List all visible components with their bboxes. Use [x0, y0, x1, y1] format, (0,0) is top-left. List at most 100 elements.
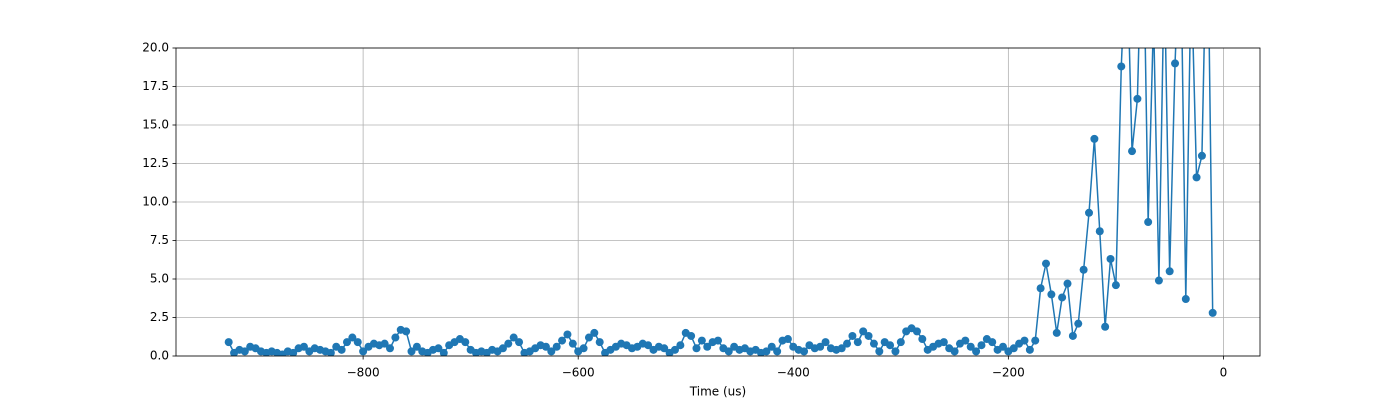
data-point	[386, 344, 395, 353]
data-point	[289, 348, 298, 356]
x-tick-label: −400	[777, 366, 810, 380]
data-point	[687, 331, 696, 340]
data-point	[950, 347, 959, 356]
data-point	[912, 327, 921, 336]
y-tick-label: 7.5	[150, 233, 169, 247]
data-point	[359, 347, 368, 356]
data-point	[515, 338, 524, 347]
data-point	[1063, 279, 1072, 288]
data-point	[875, 347, 884, 356]
data-point	[1128, 147, 1137, 156]
y-tick-label: 15.0	[142, 118, 169, 132]
data-point	[380, 339, 389, 348]
data-point	[224, 338, 233, 347]
data-point	[584, 333, 593, 342]
data-point	[886, 341, 895, 350]
x-tick-label: −800	[347, 366, 380, 380]
data-point	[541, 342, 550, 351]
data-point	[869, 339, 878, 348]
data-point	[1085, 208, 1094, 217]
y-tick-label: 17.5	[142, 79, 169, 93]
data-point	[1171, 59, 1180, 68]
data-point	[1074, 319, 1083, 328]
data-point	[966, 342, 975, 351]
data-point	[568, 339, 577, 348]
x-tick-label: 0	[1220, 366, 1228, 380]
data-point	[864, 331, 873, 340]
data-point	[1111, 281, 1120, 290]
data-point	[692, 344, 701, 353]
data-point	[714, 336, 722, 345]
data-point	[1208, 308, 1217, 317]
data-point	[391, 333, 400, 342]
data-point	[660, 344, 669, 353]
data-point	[891, 347, 900, 356]
x-tick-label: −600	[562, 366, 595, 380]
data-line	[228, 48, 1214, 356]
data-point	[1036, 284, 1045, 293]
data-point	[498, 344, 507, 353]
data-point	[821, 338, 830, 347]
data-point	[590, 328, 599, 337]
data-point	[977, 341, 986, 350]
data-point	[558, 336, 567, 345]
y-tick-label: 10.0	[142, 195, 169, 209]
y-tick-label: 2.5	[150, 310, 169, 324]
data-point	[859, 327, 868, 336]
data-point	[1079, 265, 1088, 274]
data-point	[1095, 227, 1104, 236]
data-point	[1047, 290, 1056, 299]
data-point	[402, 327, 411, 336]
data-point	[848, 331, 857, 340]
data-point	[697, 336, 706, 345]
data-point	[1197, 151, 1206, 160]
data-point	[1009, 344, 1018, 353]
data-point	[1020, 336, 1029, 345]
data-point	[1090, 134, 1099, 143]
data-point	[1150, 13, 1158, 21]
data-point	[326, 348, 335, 356]
data-point	[1101, 322, 1110, 331]
data-point	[342, 338, 351, 347]
data-point	[670, 345, 679, 354]
data-point	[240, 347, 249, 356]
plot-area	[224, 13, 1217, 356]
data-point	[762, 347, 771, 356]
data-point	[918, 335, 927, 344]
data-point	[703, 342, 712, 351]
data-point	[972, 347, 981, 356]
data-point	[998, 342, 1007, 351]
data-point	[939, 338, 948, 347]
data-point	[1154, 276, 1163, 285]
y-tick-label: 5.0	[150, 272, 169, 286]
data-point	[579, 344, 588, 353]
data-point	[783, 335, 792, 344]
data-point	[595, 338, 604, 347]
y-tick-label: 0.0	[150, 349, 169, 363]
x-tick-label: −200	[992, 366, 1025, 380]
data-point	[1068, 331, 1077, 340]
data-point	[509, 333, 518, 342]
data-point	[1192, 173, 1201, 182]
data-point	[1117, 62, 1126, 71]
data-point	[1052, 328, 1061, 337]
y-tick-label: 20.0	[142, 41, 169, 55]
data-point	[853, 338, 862, 347]
data-point	[724, 347, 733, 356]
data-point	[1058, 293, 1067, 302]
data-point	[461, 338, 470, 347]
data-point	[1181, 295, 1190, 304]
data-point	[1025, 345, 1034, 354]
data-point	[773, 347, 782, 356]
data-point	[1165, 267, 1174, 276]
x-axis-label: Time (us)	[689, 385, 746, 399]
data-point	[547, 347, 556, 356]
data-point	[1133, 94, 1142, 103]
grid	[176, 47, 1260, 357]
data-point	[434, 344, 443, 353]
data-point	[767, 342, 776, 351]
data-point	[299, 342, 308, 351]
data-point	[896, 338, 905, 347]
data-point	[1144, 218, 1153, 227]
